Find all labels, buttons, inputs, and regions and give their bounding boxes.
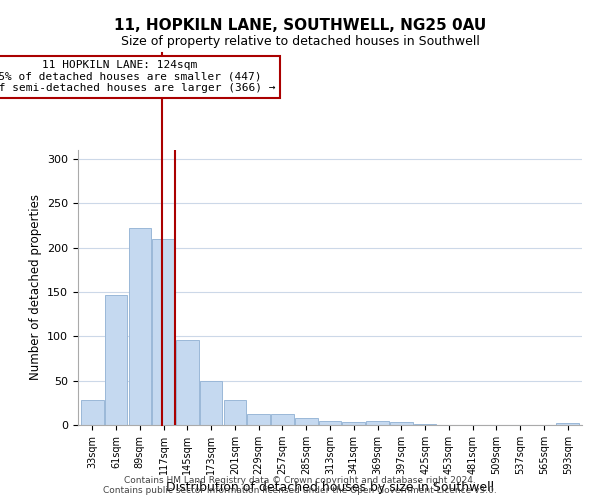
Bar [224,400,246,425]
Text: Contains HM Land Registry data © Crown copyright and database right 2024.: Contains HM Land Registry data © Crown c… [124,476,476,485]
Bar [152,238,175,425]
Bar [319,420,341,425]
Bar [81,400,104,425]
Text: Size of property relative to detached houses in Southwell: Size of property relative to detached ho… [121,35,479,48]
Text: Contains public sector information licensed under the Open Government Licence v3: Contains public sector information licen… [103,486,497,495]
Y-axis label: Number of detached properties: Number of detached properties [29,194,41,380]
Bar [271,414,294,425]
X-axis label: Distribution of detached houses by size in Southwell: Distribution of detached houses by size … [166,481,494,494]
Bar [366,420,389,425]
Bar [295,418,317,425]
Bar [176,340,199,425]
Bar [556,423,579,425]
Bar [343,422,365,425]
Bar [390,422,413,425]
Text: 11, HOPKILN LANE, SOUTHWELL, NG25 0AU: 11, HOPKILN LANE, SOUTHWELL, NG25 0AU [114,18,486,32]
Bar [247,414,270,425]
Bar [200,380,223,425]
Bar [414,424,436,425]
Bar [105,296,127,425]
Bar [128,228,151,425]
Text: 11 HOPKILN LANE: 124sqm
← 55% of detached houses are smaller (447)
45% of semi-d: 11 HOPKILN LANE: 124sqm ← 55% of detache… [0,60,275,93]
